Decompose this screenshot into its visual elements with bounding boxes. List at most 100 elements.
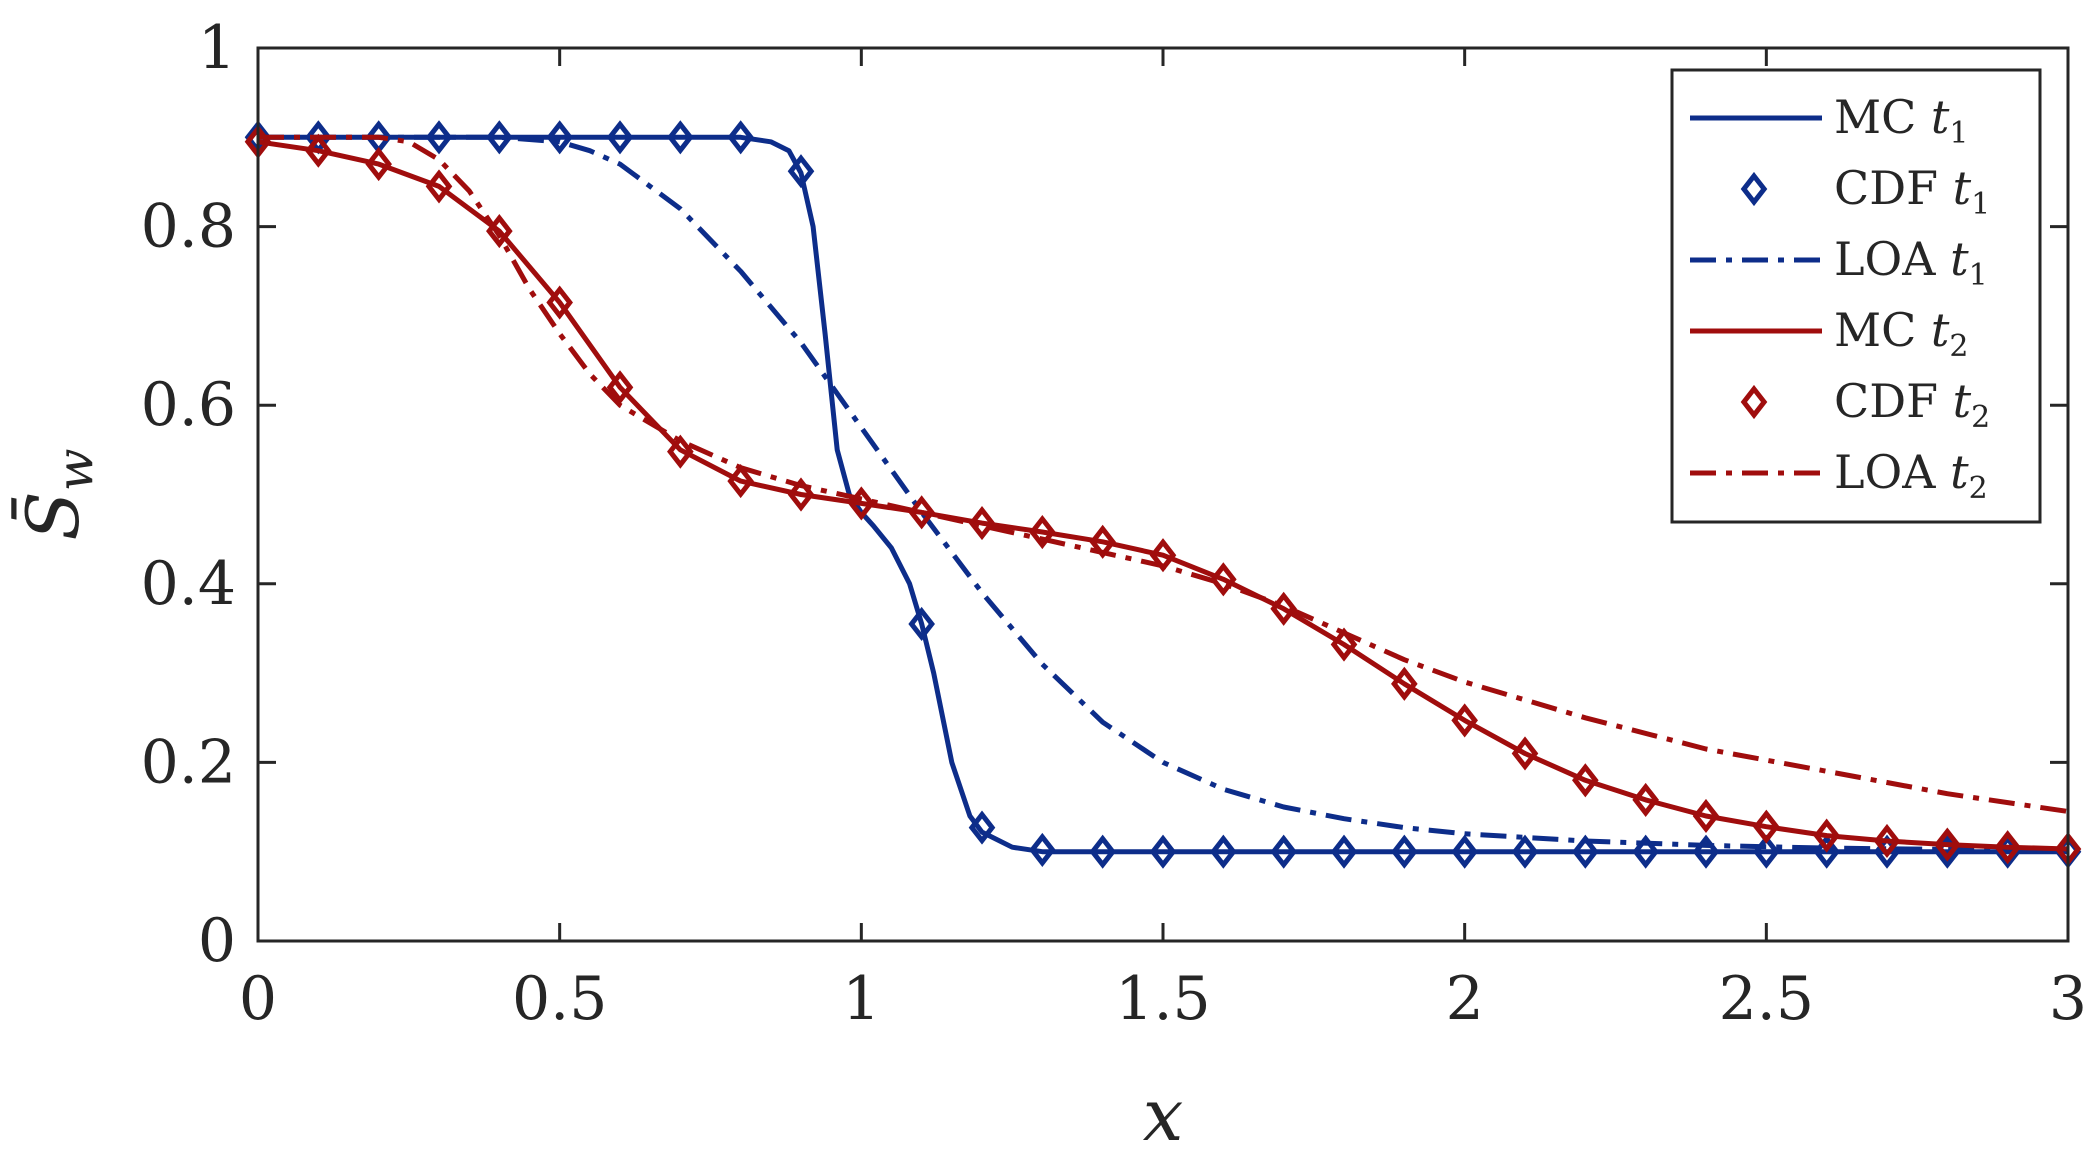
legend-item-cdf-t2: CDF t2 — [1740, 374, 1990, 435]
data-point-cdf-t1 — [667, 120, 694, 155]
x-tick-label: 0 — [239, 964, 277, 1034]
data-point-cdf-t1 — [546, 120, 573, 155]
x-tick-label: 1 — [842, 964, 880, 1034]
data-point-cdf-t1 — [1632, 834, 1659, 869]
data-point-cdf-t1 — [1511, 834, 1539, 869]
data-point-cdf-t2 — [546, 285, 573, 320]
data-point-cdf-t2 — [667, 434, 694, 469]
legend-label-time: t — [1950, 232, 1969, 286]
data-point-cdf-t2 — [968, 506, 996, 541]
legend-label-subscript: 2 — [1949, 329, 1968, 364]
data-point-cdf-t2 — [1391, 666, 1418, 701]
legend-label-subscript: 1 — [1971, 187, 1990, 222]
x-tick-label: 1.5 — [1115, 964, 1210, 1034]
x-tick-label: 0.5 — [512, 964, 607, 1034]
legend-item-loa-t1: LOA t1 — [1690, 232, 1988, 293]
series-loa-t2 — [258, 134, 2069, 814]
data-point-cdf-t2 — [305, 133, 332, 168]
legend-label-time: t — [1953, 161, 1972, 215]
y-tick-label: 0 — [198, 906, 236, 976]
legend-label-time: t — [1950, 445, 1969, 499]
y-tick-label: 1 — [198, 13, 236, 83]
data-point-cdf-t1 — [1149, 834, 1177, 869]
legend-marker — [1740, 384, 1768, 420]
y-tick-label: 0.6 — [141, 370, 236, 440]
y-axis-label-main: S̄ — [10, 491, 95, 540]
x-tick-label: 2.5 — [1719, 964, 1814, 1034]
data-point-cdf-t1 — [1330, 834, 1358, 869]
data-point-cdf-t1 — [1391, 834, 1418, 869]
legend-label: MC t1 — [1834, 90, 1969, 151]
series-line-mc-t2 — [257, 139, 2069, 852]
legend-item-loa-t2: LOA t2 — [1690, 445, 1988, 506]
y-tick-label: 0.2 — [141, 727, 236, 797]
data-point-cdf-t1 — [1029, 832, 1056, 867]
data-point-cdf-t2 — [1572, 763, 1599, 798]
data-point-cdf-t1 — [606, 120, 634, 155]
legend-label-subscript: 2 — [1969, 471, 1988, 506]
y-axis-label-subscript: w — [46, 448, 104, 491]
data-point-cdf-t2 — [1451, 703, 1478, 738]
legend-label-time: t — [1931, 90, 1950, 144]
legend-label-name: LOA — [1834, 445, 1950, 499]
legend-label: LOA t1 — [1834, 232, 1988, 293]
x-tick-label: 2 — [1446, 964, 1484, 1034]
data-point-cdf-t2 — [787, 477, 815, 512]
data-point-cdf-t1 — [787, 154, 815, 189]
legend-label-subscript: 1 — [1949, 116, 1968, 151]
data-point-cdf-t2 — [1330, 627, 1358, 662]
data-point-cdf-t2 — [908, 495, 935, 530]
data-point-cdf-t2 — [1753, 809, 1780, 844]
legend-label: LOA t2 — [1834, 445, 1988, 506]
data-point-cdf-t2 — [1511, 736, 1539, 771]
data-point-cdf-t1 — [1451, 834, 1478, 869]
data-point-cdf-t1 — [1572, 834, 1599, 869]
legend-label-name: MC — [1834, 303, 1931, 357]
y-tick-label: 0.8 — [141, 192, 236, 262]
data-point-cdf-t2 — [1994, 830, 2021, 865]
y-tick-label: 0.4 — [141, 549, 236, 619]
x-axis-label: x — [1143, 1073, 1184, 1151]
data-point-cdf-t1 — [486, 120, 513, 155]
data-point-cdf-t2 — [606, 370, 634, 405]
legend-box — [1670, 68, 2042, 524]
legend-label-subscript: 1 — [1969, 258, 1988, 293]
legend-label-subscript: 2 — [1971, 400, 1990, 435]
legend-label: MC t2 — [1834, 303, 1969, 364]
legend-label-name: MC — [1834, 90, 1931, 144]
series-line-loa-t2 — [258, 134, 2069, 814]
series-loa-t1 — [258, 134, 2069, 854]
data-point-cdf-t2 — [727, 464, 754, 499]
legend-label: CDF t1 — [1834, 161, 1990, 222]
data-point-cdf-t2 — [1210, 562, 1237, 597]
data-point-cdf-t1 — [1089, 834, 1116, 869]
x-tick-label: 3 — [2049, 964, 2084, 1034]
data-point-cdf-t1 — [425, 120, 453, 155]
y-axis-label: S̄w — [10, 448, 104, 540]
series-line-loa-t1 — [258, 134, 2069, 854]
legend-label-name: CDF — [1834, 161, 1953, 215]
axis-labels: x S̄w — [10, 448, 1183, 1151]
legend-label-name: LOA — [1834, 232, 1950, 286]
data-point-cdf-t2 — [1813, 818, 1840, 853]
legend-marker — [1740, 171, 1768, 207]
ticks-layer: 0 0.5 1 1.5 2 2.5 3 0 0.2 0.4 0.6 0.8 1 — [141, 13, 2084, 1034]
legend-label-time: t — [1953, 374, 1972, 428]
data-point-cdf-t1 — [727, 120, 754, 155]
data-point-cdf-t2 — [1692, 798, 1720, 834]
data-point-cdf-t2 — [1029, 514, 1056, 550]
legend-item-mc-t1: MC t1 — [1690, 90, 1969, 151]
data-point-cdf-t1 — [968, 810, 996, 845]
data-point-cdf-t1 — [908, 606, 935, 642]
data-point-cdf-t2 — [425, 169, 453, 204]
data-point-cdf-t1 — [1210, 834, 1237, 869]
data-point-cdf-t2 — [1632, 782, 1659, 817]
legend-label: CDF t2 — [1834, 374, 1990, 435]
series-mc-t2 — [257, 139, 2069, 852]
series-layer — [244, 120, 2082, 869]
data-point-cdf-t2 — [1873, 823, 1901, 859]
legend-item-cdf-t1: CDF t1 — [1740, 161, 1990, 222]
data-point-cdf-t2 — [365, 147, 392, 182]
